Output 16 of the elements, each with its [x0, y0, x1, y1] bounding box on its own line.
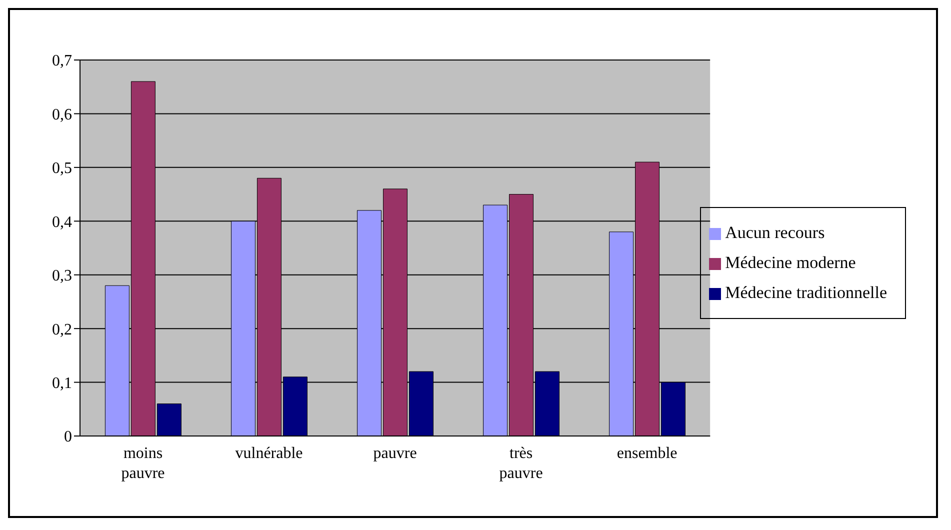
y-tick-label: 0,3 — [52, 268, 72, 285]
y-tick-label: 0,7 — [52, 52, 72, 70]
legend-label: Médecine traditionnelle — [725, 283, 887, 302]
legend-label: Médecine moderne — [725, 253, 856, 272]
x-tick-label: vulnérable — [235, 445, 303, 462]
y-tick-label: 0,1 — [52, 374, 72, 392]
x-tick-label: moins pauvre — [121, 445, 165, 482]
y-tick-label: 0 — [64, 428, 72, 446]
y-tick-label: 0,2 — [52, 321, 72, 338]
y-tick-label: 0,6 — [52, 106, 72, 124]
x-tick-label: très pauvre — [499, 445, 543, 482]
y-tick-label: 0,5 — [52, 160, 72, 178]
x-tick-label: pauvre — [373, 445, 417, 462]
x-tick-label: ensemble — [616, 445, 678, 462]
y-tick-label: 0,4 — [52, 214, 72, 231]
legend-label: Aucun recours — [725, 223, 825, 242]
